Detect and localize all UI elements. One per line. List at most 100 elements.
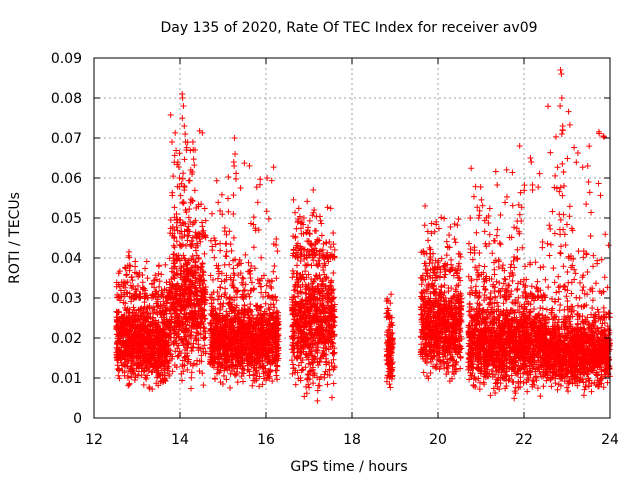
data-point	[290, 361, 297, 368]
data-point	[122, 331, 129, 338]
data-point	[232, 372, 239, 379]
data-point	[179, 115, 186, 122]
data-point	[181, 156, 188, 163]
data-point	[120, 325, 127, 332]
data-point	[128, 273, 135, 280]
data-point	[250, 244, 257, 251]
data-point	[217, 247, 224, 254]
data-point	[227, 384, 234, 391]
data-point	[116, 349, 123, 356]
data-point	[218, 191, 225, 198]
data-point	[318, 220, 325, 227]
data-point	[270, 164, 277, 171]
data-point	[190, 156, 197, 163]
data-point	[170, 242, 177, 249]
data-point	[174, 271, 181, 278]
data-point	[129, 318, 136, 325]
data-point	[133, 288, 140, 295]
data-point	[122, 300, 129, 307]
data-point	[116, 283, 123, 290]
data-point	[125, 346, 132, 353]
data-point	[214, 275, 221, 282]
data-point	[211, 376, 218, 383]
data-point	[330, 229, 337, 236]
data-point	[443, 238, 450, 245]
data-point	[135, 372, 142, 379]
data-point	[126, 322, 133, 329]
data-point	[455, 216, 462, 223]
data-point	[179, 175, 186, 182]
data-point	[223, 376, 230, 383]
data-point	[310, 380, 317, 387]
data-point	[180, 170, 187, 177]
data-point	[176, 174, 183, 181]
data-point	[447, 224, 454, 231]
data-point	[124, 290, 131, 297]
data-point	[293, 225, 300, 232]
data-point	[441, 274, 448, 281]
data-point	[263, 208, 270, 215]
data-point	[290, 270, 297, 277]
data-point	[240, 275, 247, 282]
data-point	[290, 196, 297, 203]
data-point	[445, 284, 452, 291]
data-point	[248, 279, 255, 286]
data-point	[232, 176, 239, 183]
data-point	[191, 187, 198, 194]
data-point	[119, 367, 126, 374]
data-point	[115, 270, 122, 277]
data-point	[155, 262, 162, 269]
data-point	[330, 380, 337, 387]
data-point	[121, 322, 128, 329]
data-point	[139, 279, 146, 286]
data-point	[113, 354, 120, 361]
data-point	[435, 225, 442, 232]
data-point	[318, 232, 325, 239]
data-point	[306, 217, 313, 224]
data-point	[330, 270, 337, 277]
data-point	[128, 298, 135, 305]
data-point	[444, 365, 451, 372]
data-point	[199, 260, 206, 267]
data-point	[127, 352, 134, 359]
data-point	[228, 247, 235, 254]
data-point	[327, 205, 334, 212]
data-point	[113, 279, 120, 286]
data-point	[211, 254, 218, 261]
data-point	[149, 386, 156, 393]
data-point	[128, 366, 135, 373]
data-point	[209, 210, 216, 217]
data-point	[293, 262, 300, 269]
data-point	[327, 243, 334, 250]
data-points	[113, 67, 613, 404]
data-point	[331, 246, 338, 253]
data-point	[118, 293, 125, 300]
data-point	[121, 348, 128, 355]
data-point	[420, 369, 427, 376]
data-point	[270, 268, 277, 275]
data-point	[188, 374, 195, 381]
data-point	[118, 279, 125, 286]
data-point	[126, 306, 133, 313]
data-point	[120, 337, 127, 344]
data-point	[246, 162, 253, 169]
data-point	[262, 300, 269, 307]
data-point	[230, 234, 237, 241]
data-point	[180, 200, 187, 207]
data-point	[289, 349, 296, 356]
data-point	[126, 254, 133, 261]
data-point	[446, 231, 453, 238]
data-point	[157, 378, 164, 385]
data-point	[438, 214, 445, 221]
data-point	[225, 195, 232, 202]
data-point	[234, 379, 241, 386]
data-point	[303, 262, 310, 269]
data-point	[292, 381, 299, 388]
data-point	[258, 254, 265, 261]
data-point	[214, 265, 221, 272]
data-point	[230, 265, 237, 272]
data-point	[271, 262, 278, 269]
data-point	[223, 253, 230, 260]
data-point	[151, 284, 158, 291]
